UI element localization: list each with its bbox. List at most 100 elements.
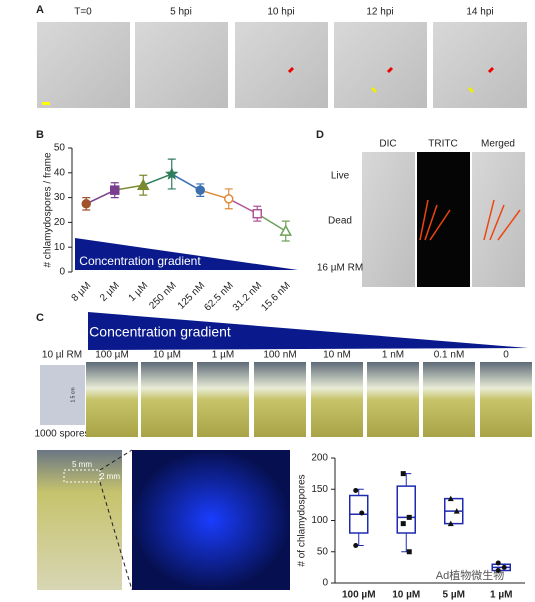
plate-label: 0.1 nM [434,350,465,361]
plate-zoom [37,450,122,590]
plate-photo [86,362,138,437]
plate-label: 10 µM [153,350,181,361]
watermark: Ad植物微生物 [436,568,504,582]
line-segment [171,173,201,191]
y-tick-label: 0 [59,267,65,278]
gradient-label: Concentration gradient [89,324,231,340]
marker [279,224,293,236]
plate-label: 100 nM [263,350,296,361]
scale-bar [42,102,50,105]
arrow [287,66,495,74]
plate-photo [197,362,249,437]
panel-letter: C [36,312,44,324]
marker [224,194,234,204]
plate-label: 1 nM [382,350,404,361]
time-label: 14 hpi [466,7,493,18]
gradient-triangle [75,238,298,270]
point [453,508,460,514]
column-label: TRITC [428,139,457,150]
row-label: 16 µM RM [317,263,363,274]
micrograph [135,22,228,108]
y-axis-label: # of chlamydospores [297,474,308,566]
point [495,568,501,573]
plate-photo [367,362,419,437]
x-tick-label: 1 µM [490,590,512,601]
zoom-line [99,481,133,591]
x-tick-label: 8 µM [70,280,94,304]
time-label: 12 hpi [366,7,393,18]
panel-letter: A [36,4,44,16]
x-tick-label: 15.6 nM [259,280,292,313]
box [396,485,416,534]
y-tick-label: 10 [54,242,66,253]
marker [136,178,150,190]
point [495,560,501,566]
plate-photo [423,362,475,437]
point [400,521,406,527]
row-label: Live [331,171,350,182]
marker [165,166,179,180]
x-tick-label: 100 µM [342,590,376,601]
point [400,471,406,477]
zoom-line [99,449,133,471]
fluorescence [419,199,521,241]
x-tick-label: 5 µM [443,590,465,601]
panel-letter: D [316,129,324,141]
plate-label: 100 µM [95,350,129,361]
drop-label: 10 µl RM [42,350,82,361]
y-tick-label: 50 [317,546,329,557]
x-tick-label: 2 µM [98,280,122,304]
spores-label: 1000 spores [34,429,89,440]
plate-photo [480,362,532,437]
marker [195,185,205,195]
point [501,564,507,570]
x-tick-label: 1 µM [127,280,151,304]
time-label: 10 hpi [267,7,294,18]
point [353,488,359,493]
micrograph [362,152,415,287]
x-tick-label: 250 nM [147,280,178,311]
y-tick-label: 50 [54,143,66,154]
y-tick-label: 0 [322,578,328,589]
marker [110,185,120,195]
time-label: 5 hpi [170,7,192,18]
y-tick-label: 20 [54,217,66,228]
plate-photo [141,362,193,437]
y-tick-label: 100 [311,515,328,526]
point [406,514,412,520]
line-segment [200,189,229,200]
point [406,549,412,555]
point [447,520,454,527]
y-tick-label: 150 [311,484,328,495]
arrow [370,86,475,94]
scale-label: 1.5 cm [70,387,76,402]
column-label: DIC [379,139,396,150]
plate-photo [311,362,363,437]
y-tick-label: 30 [54,192,66,203]
micrograph [37,22,130,108]
plate-photo [254,362,306,437]
plate-photo [40,365,85,425]
y-axis-label: # chlamydospores / frame [43,152,54,267]
fluorescence-image [132,450,290,590]
line-segment [142,173,173,186]
x-tick-label: 31.2 nM [231,280,264,313]
point [359,510,365,516]
marker [252,208,262,219]
panel-letter: B [36,129,44,141]
micrograph [334,22,427,108]
plate-label: 1 µM [212,350,234,361]
zoom-box [63,469,101,483]
plate-label: 0 [503,350,509,361]
point [447,495,454,502]
gradient-triangle [88,312,528,350]
micrograph [235,22,328,108]
marker [81,199,91,209]
y-tick-label: 40 [54,167,66,178]
plate-label: 10 nM [323,350,351,361]
micrograph [433,22,527,108]
x-tick-label: 62.5 nM [202,280,235,313]
y-tick-label: 200 [311,453,328,464]
gradient-label: Concentration gradient [79,254,201,268]
